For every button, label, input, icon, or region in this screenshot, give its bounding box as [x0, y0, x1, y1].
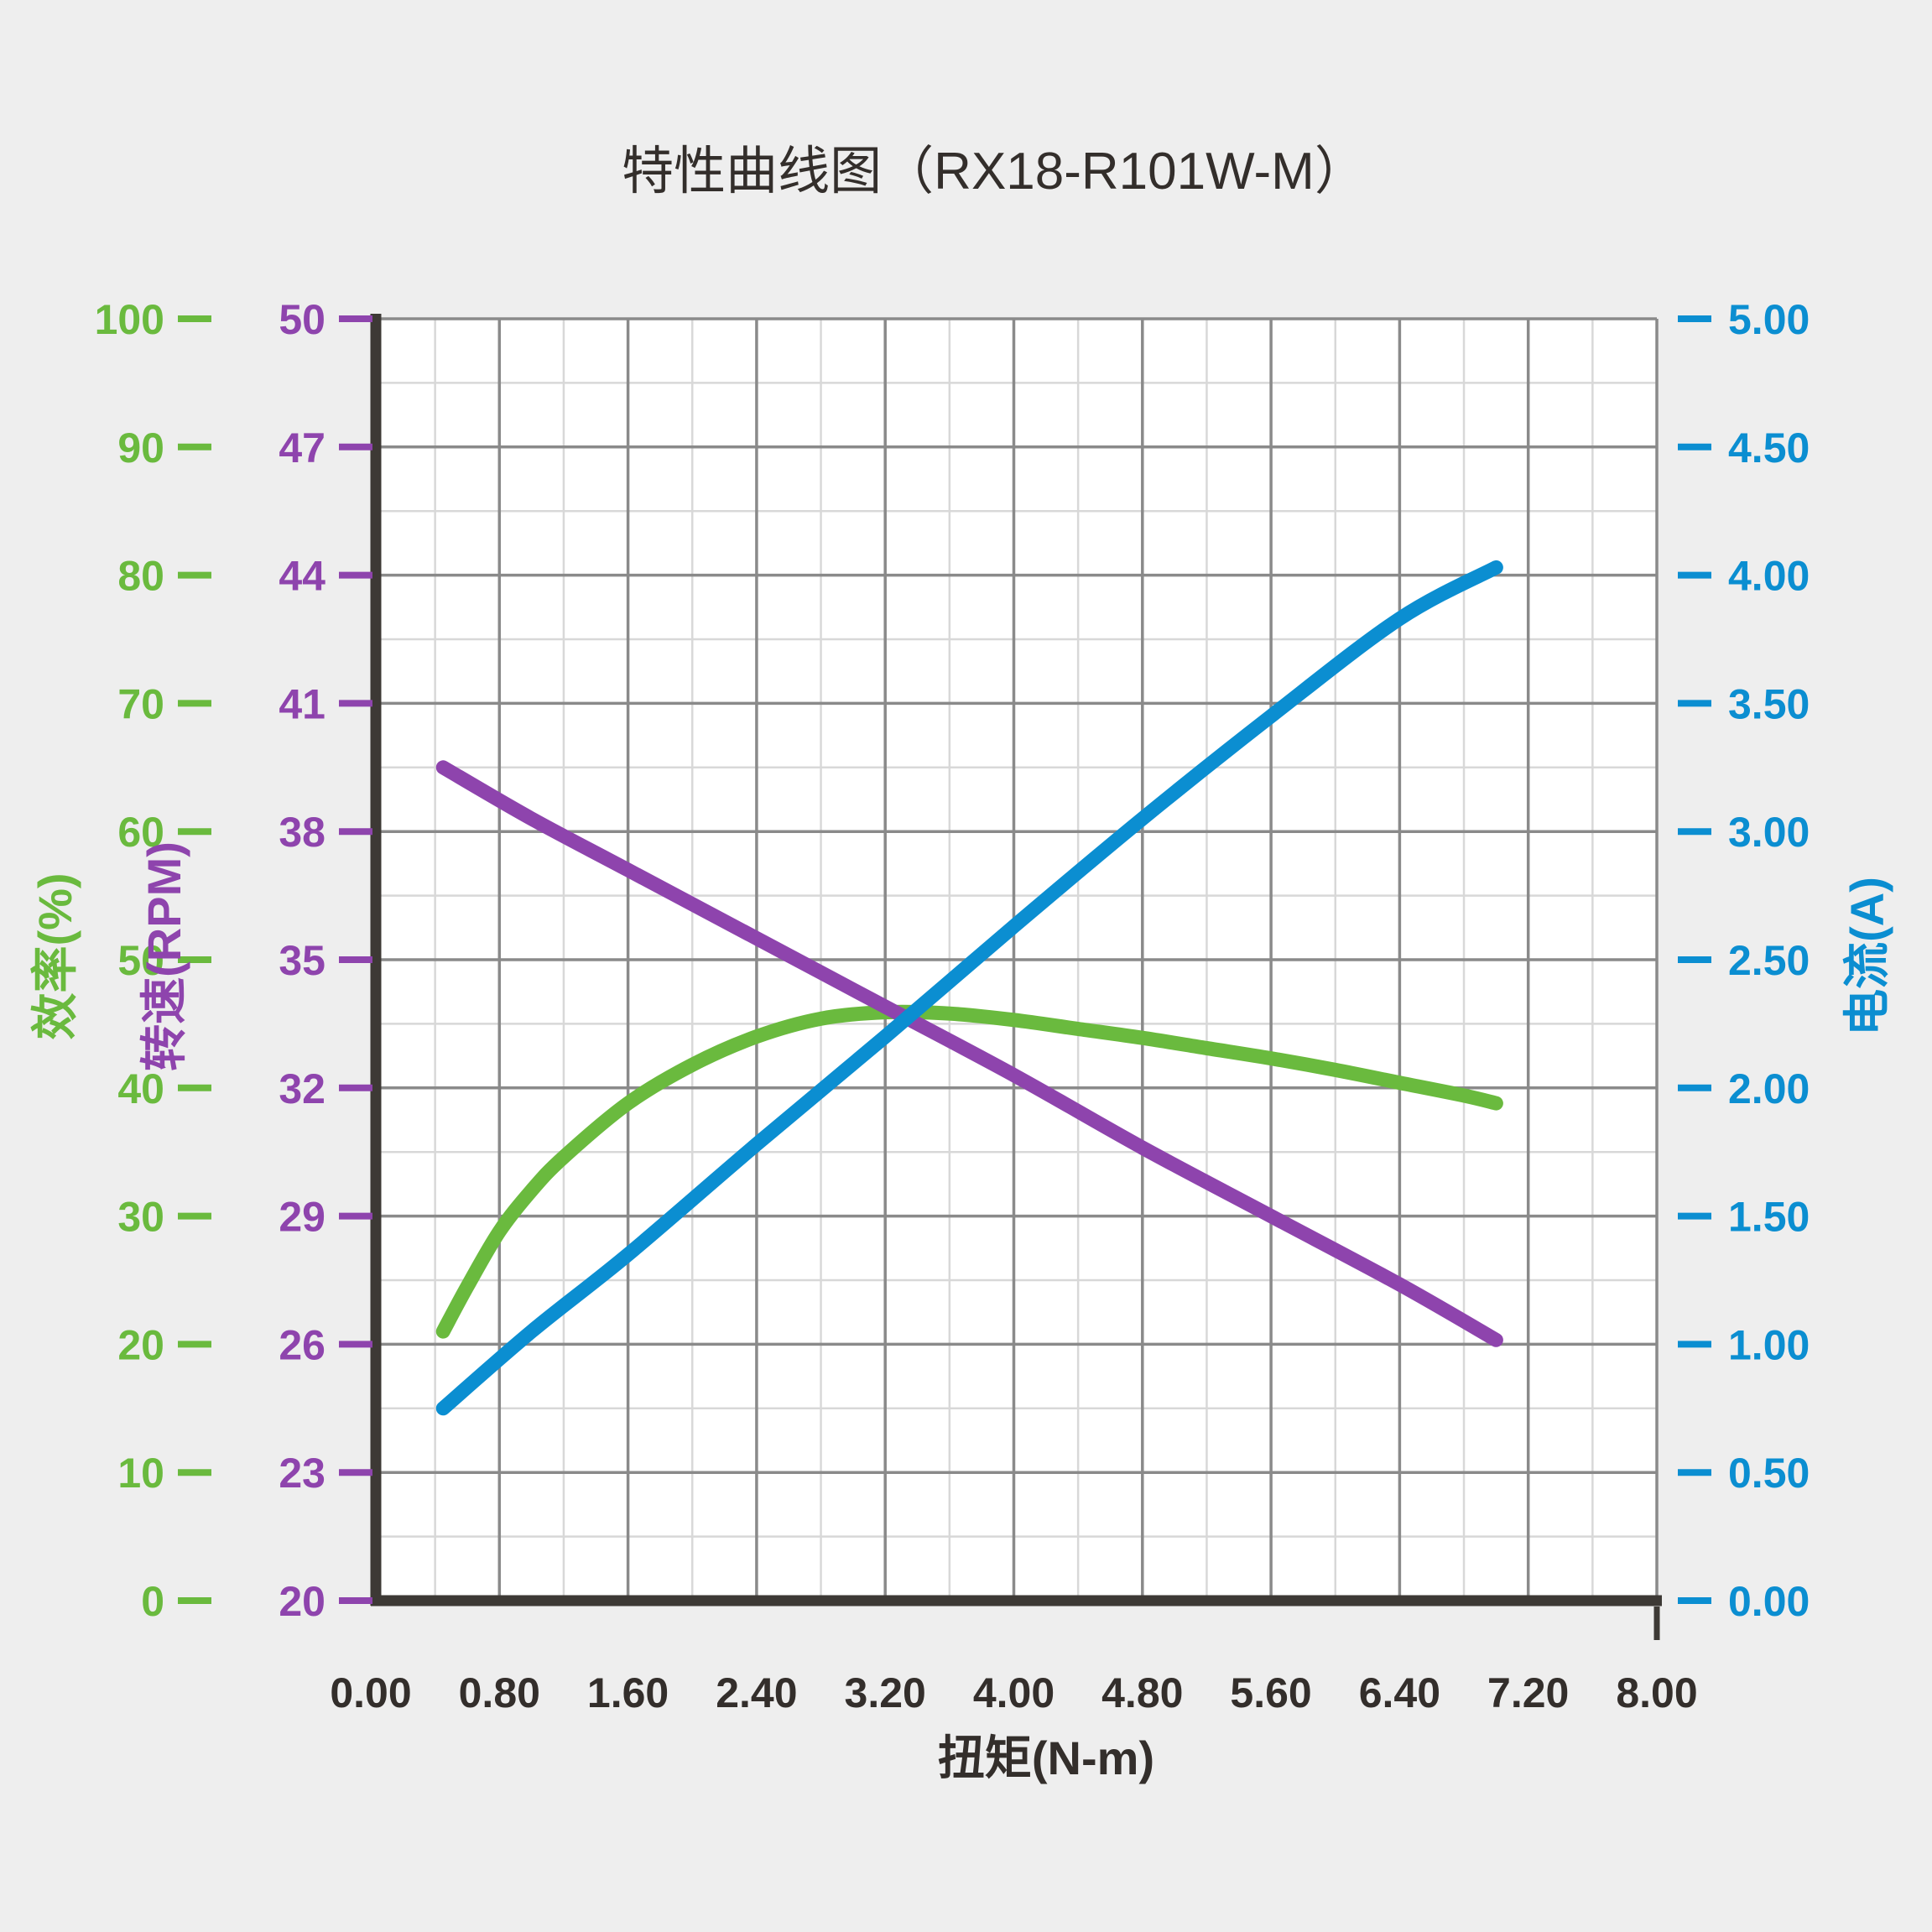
efficiency-tick-label: 70	[117, 680, 164, 727]
current-tick-label: 5.00	[1728, 296, 1810, 343]
efficiency-tick-label: 30	[117, 1194, 164, 1241]
current-tick-label: 4.50	[1728, 424, 1810, 471]
data-curves	[435, 560, 1503, 1416]
efficiency-tick-label: 10	[117, 1450, 164, 1497]
speed-tick-label: 50	[279, 296, 325, 343]
speed-tick-label: 32	[279, 1065, 325, 1112]
x-tick-label: 3.20	[845, 1669, 926, 1716]
curve-speed	[435, 760, 1503, 1347]
current-tick-label: 3.50	[1728, 680, 1810, 727]
efficiency-tick-label: 80	[117, 553, 164, 600]
x-tick-label: 2.40	[716, 1669, 797, 1716]
current-tick-label: 0.50	[1728, 1450, 1810, 1497]
speed-tick-label: 23	[279, 1450, 325, 1497]
chart-title: 特性曲线图（RX18-R101W-M）	[622, 143, 1367, 200]
speed-tick-label: 35	[279, 937, 325, 984]
current-axis-ticks: 5.00 4.50 4.00 3.50 3.00 2.50 2.00 1.50 1.00 0.50…	[1678, 296, 1810, 1625]
efficiency-tick-label: 90	[117, 424, 164, 471]
speed-tick-label: 38	[279, 809, 325, 856]
axis-spines	[370, 314, 1662, 1640]
speed-tick-label: 41	[279, 680, 325, 727]
curve-current	[435, 560, 1503, 1416]
current-tick-label: 1.50	[1728, 1194, 1810, 1241]
efficiency-tick-label: 50	[117, 937, 164, 984]
efficiency-axis-label: 效率(%)	[29, 872, 81, 1039]
x-tick-label: 4.00	[973, 1669, 1055, 1716]
speed-tick-label: 44	[279, 553, 325, 600]
current-tick-label: 3.00	[1728, 809, 1810, 856]
current-tick-label: 0.00	[1728, 1578, 1810, 1625]
x-tick-label: 5.60	[1230, 1669, 1311, 1716]
efficiency-tick-label: 0	[141, 1578, 164, 1625]
speed-tick-label: 29	[279, 1194, 325, 1241]
x-tick-label: 1.60	[587, 1669, 669, 1716]
speed-tick-label: 26	[279, 1321, 325, 1368]
speed-axis-ticks: 50 47 44 41 38 35 32 29 26 23 20	[279, 296, 372, 1625]
efficiency-tick-label: 20	[117, 1321, 164, 1368]
x-tick-label: 8.00	[1616, 1669, 1697, 1716]
x-tick-label: 6.40	[1359, 1669, 1440, 1716]
efficiency-tick-label: 40	[117, 1065, 164, 1112]
efficiency-tick-label: 60	[117, 809, 164, 856]
current-tick-label: 2.00	[1728, 1065, 1810, 1112]
current-tick-label: 1.00	[1728, 1321, 1810, 1368]
current-tick-label: 4.00	[1728, 553, 1810, 600]
x-tick-label: 0.80	[459, 1669, 540, 1716]
x-tick-label: 0.00	[330, 1669, 411, 1716]
major-gridlines	[371, 317, 1659, 1601]
speed-tick-label: 47	[279, 424, 325, 471]
x-tick-label: 4.80	[1101, 1669, 1183, 1716]
speed-axis-label: 转速(RPM)	[138, 841, 190, 1071]
x-axis-label: 扭矩(N-m)	[938, 1732, 1154, 1784]
speed-tick-label: 20	[279, 1578, 325, 1625]
current-axis-label: 电流(A)	[1841, 877, 1893, 1036]
x-axis-ticks: 0.00 0.80 1.60 2.40 3.20 4.00 4.80 5.60 6.40 7.20…	[330, 1669, 1697, 1716]
efficiency-tick-label: 100	[95, 296, 164, 343]
current-tick-label: 2.50	[1728, 937, 1810, 984]
x-tick-label: 7.20	[1487, 1669, 1569, 1716]
